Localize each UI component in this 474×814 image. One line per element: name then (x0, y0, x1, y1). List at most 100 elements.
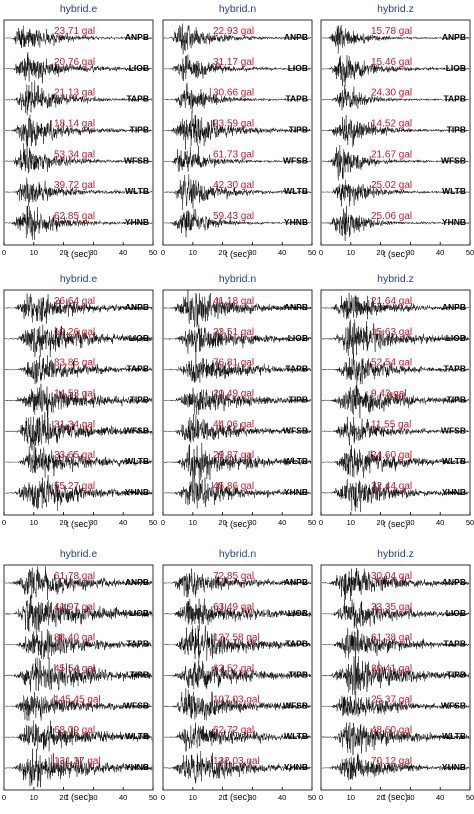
pga-label: 22.44 gal (371, 481, 412, 492)
x-tick-label: 50 (308, 518, 316, 527)
x-tick-label: 0 (2, 793, 6, 802)
pga-label: 61.78 gal (54, 571, 95, 582)
x-axis-label: t (sec) (383, 519, 408, 529)
station-label: TIPB (130, 124, 149, 134)
station-label: WFSB (441, 155, 466, 165)
pga-label: 63.49 gal (213, 602, 254, 613)
x-tick-label: 50 (149, 248, 157, 257)
panel-frame (162, 19, 313, 246)
waveform-trace (4, 720, 153, 752)
x-tick-label: 30 (248, 793, 256, 802)
station-label: WLTB (284, 456, 308, 466)
waveform-trace (4, 324, 153, 358)
pga-label: 29.87 gal (213, 450, 254, 461)
pga-label: 72.85 gal (213, 571, 254, 582)
waveform-trace (163, 351, 312, 383)
station-label: WFSB (124, 155, 149, 165)
pga-label: 18.14 gal (54, 118, 95, 129)
waveform-panel: hybrid.z 15.78 gal ANPB 15.46 gal LIOB 24.30 … (319, 3, 474, 259)
pga-label: 107.03 gal (213, 694, 260, 705)
x-axis-label: t (sec) (383, 249, 408, 259)
waveform-trace (4, 474, 153, 511)
station-label: TIPB (289, 669, 308, 679)
waveform-trace (4, 446, 153, 478)
pga-label: 24.30 gal (371, 88, 412, 99)
station-label: WFSB (283, 155, 308, 165)
station-label: TIPB (130, 394, 149, 404)
waveform-trace (321, 479, 470, 513)
pga-label: 21.67 gal (371, 149, 412, 160)
x-tick-label: 20 (218, 518, 226, 527)
pga-label: 24.60 gal (371, 450, 412, 461)
station-label: YHNB (442, 487, 466, 497)
station-label: TIPB (289, 394, 308, 404)
x-tick-label: 50 (149, 518, 157, 527)
pga-label: 39.72 gal (54, 180, 95, 191)
x-tick-label: 10 (30, 248, 38, 257)
waveform-trace (4, 52, 153, 84)
waveform-trace (321, 599, 470, 629)
x-tick-label: 10 (347, 248, 355, 257)
waveform-trace (163, 568, 312, 598)
waveform-trace (163, 598, 312, 631)
waveform-panel: hybrid.n 41.18 gal ANPB 23.51 gal LIOB 76.81 … (161, 273, 316, 529)
waveform-trace (4, 412, 153, 451)
pga-label: 45.54 gal (54, 663, 95, 674)
pga-label: 9.43 gal (371, 388, 407, 399)
station-label: WLTB (284, 186, 308, 196)
pga-label: 14.53 gal (54, 388, 95, 399)
x-tick-label: 50 (466, 793, 474, 802)
pga-label: 23.71 gal (54, 26, 95, 37)
waveform-panel: hybrid.e 26.64 gal ANPB 19.26 gal LIOB 83.85 … (2, 273, 157, 529)
station-label: YHNB (125, 487, 149, 497)
waveform-trace (4, 25, 153, 49)
x-tick-label: 10 (347, 793, 355, 802)
x-tick-label: 10 (189, 518, 197, 527)
pga-label: 41.18 gal (213, 296, 254, 307)
waveform-trace (4, 293, 153, 324)
station-label: ANPB (125, 577, 149, 587)
station-label: LIOB (288, 63, 308, 73)
station-label: ANPB (284, 302, 308, 312)
x-tick-label: 40 (278, 248, 286, 257)
waveform-trace (163, 54, 312, 81)
waveform-trace (4, 657, 153, 692)
waveform-trace (163, 145, 312, 172)
station-label: WFSB (441, 700, 466, 710)
pga-label: 62.85 gal (54, 211, 95, 222)
station-label: YHNB (125, 762, 149, 772)
station-label: WLTB (125, 456, 149, 466)
pga-label: 76.81 gal (213, 358, 254, 369)
waveform-trace (163, 414, 312, 443)
pga-label: 26.64 gal (54, 296, 95, 307)
pga-label: 52.54 gal (371, 358, 412, 369)
waveform-trace (4, 691, 153, 721)
waveform-trace (163, 111, 312, 150)
station-label: YHNB (284, 762, 308, 772)
station-label: ANPB (125, 302, 149, 312)
pga-label: 23.59 gal (213, 118, 254, 129)
pga-label: 19.26 gal (54, 327, 95, 338)
waveform-panel: hybrid.z 21.64 gal ANPB 15.63 gal LIOB 52.54 … (319, 273, 474, 529)
station-label: WLTB (442, 186, 466, 196)
waveform-trace (321, 627, 470, 659)
waveform-trace (163, 209, 312, 238)
waveform-trace (4, 629, 153, 660)
station-label: ANPB (284, 577, 308, 587)
x-axis-label: t (sec) (66, 249, 91, 259)
x-tick-label: 30 (406, 248, 414, 257)
waveform-trace (163, 82, 312, 114)
waveform-trace (163, 174, 312, 211)
waveform-trace (321, 319, 470, 359)
waveform-trace (321, 416, 470, 446)
station-label: LIOB (446, 333, 466, 343)
station-label: TAPB (285, 639, 308, 649)
station-label: WLTB (125, 186, 149, 196)
panel-title: hybrid.e (60, 273, 98, 285)
x-tick-label: 30 (406, 518, 414, 527)
panel-frame (3, 289, 154, 516)
station-label: YHNB (442, 217, 466, 227)
x-tick-label: 50 (308, 248, 316, 257)
pga-label: 15.63 gal (371, 327, 412, 338)
pga-label: 22.93 gal (213, 26, 254, 37)
